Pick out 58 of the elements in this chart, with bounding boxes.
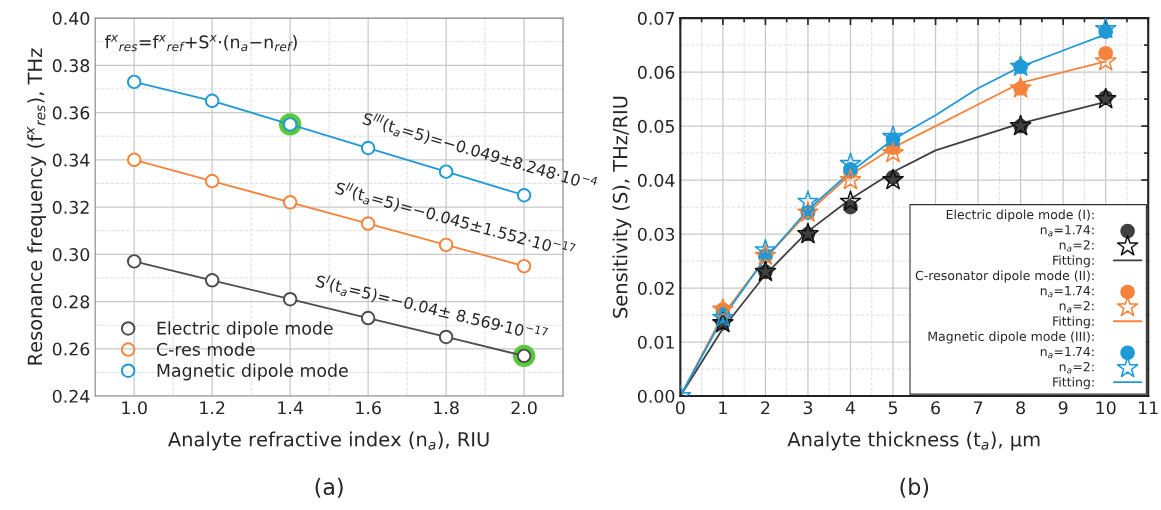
- text: (a): [315, 477, 343, 498]
- text: f$^{x}$$_{res}$=f$^{x}$$_{ref}$+S$^{x}$·(n$_{a}$−n$_{ref}$): [104, 34, 297, 52]
- y-axis-title: Resonance frequency (f$^{x}$$_{res}$), THz: [27, 48, 47, 365]
- x-tick-label: 6: [931, 401, 940, 415]
- x-tick-label: 1.0: [122, 401, 147, 415]
- x-tick-label: 7: [973, 401, 983, 415]
- x-tick-label: 8: [1016, 401, 1025, 415]
- x-tick-label: 1.2: [200, 401, 225, 415]
- x-tick-label: 2.0: [511, 401, 537, 415]
- legend-label: Fitting:: [1053, 255, 1094, 268]
- x-axis-title: Analyte refractive index (n$_{a}$), RIU: [168, 431, 489, 451]
- legend-label: Electric dipole mode: [157, 321, 333, 339]
- y-tick-label: 0.02: [637, 281, 674, 295]
- y-tick-label: 0.26: [52, 342, 90, 356]
- x-tick-label: 5: [888, 401, 898, 415]
- y-tick-label: 0.01: [637, 335, 674, 349]
- x-tick-label: 11: [1139, 401, 1158, 415]
- legend-label: Fitting:: [1053, 316, 1094, 329]
- y-tick-label: 0.36: [52, 106, 90, 120]
- y-tick-label: 0.06: [637, 65, 675, 79]
- annotation: Electric dipole mode (I):: [946, 209, 1094, 222]
- y-tick-label: 0.00: [637, 389, 675, 403]
- x-tick-label: 1: [719, 401, 727, 415]
- y-tick-label: 0.28: [52, 295, 90, 309]
- x-tick-label: 1.8: [434, 401, 459, 415]
- y-axis-title: Sensitivity (S), THz/RIU: [612, 96, 632, 318]
- y-tick-label: 0.30: [52, 248, 90, 262]
- legend-label: C-res mode: [156, 342, 255, 356]
- y-tick-label: 0.03: [637, 227, 675, 241]
- x-tick-label: 2: [761, 401, 770, 415]
- x-axis-title: Analyte thickness (t$_{a}$), μm: [787, 431, 1040, 451]
- y-tick-label: 0.32: [52, 200, 89, 214]
- y-tick-label: 0.40: [52, 11, 90, 25]
- x-tick-label: 4: [845, 401, 856, 415]
- legend-label: n$_{a}$=2:: [1059, 301, 1094, 313]
- x-tick-label: 9: [1058, 401, 1068, 415]
- annotation: C-resonator dipole mode (II):: [915, 270, 1094, 283]
- legend-label: n$_{a}$=1.74:: [1040, 346, 1094, 359]
- annotation: S$^{III}$(t$_{a}$=5)=−0.049±8.248·10$^{−4}$: [362, 112, 599, 187]
- x-tick-label: 3: [803, 401, 813, 415]
- y-tick-label: 0.05: [637, 119, 674, 133]
- y-tick-label: 0.24: [52, 389, 90, 403]
- x-tick-label: 1.6: [356, 401, 381, 415]
- legend-label: n$_{a}$=1.74:: [1040, 225, 1094, 237]
- legend-label: n$_{a}$=1.74:: [1040, 286, 1094, 298]
- legend-label: Fitting:: [1053, 377, 1094, 390]
- y-tick-label: 0.38: [52, 59, 90, 73]
- text: (b): [900, 477, 929, 498]
- x-tick-label: 1.4: [278, 401, 303, 415]
- x-tick-label: 10: [1096, 401, 1116, 415]
- y-tick-label: 0.04: [637, 173, 675, 187]
- legend-label: n$_{a}$=2:: [1059, 361, 1094, 374]
- y-tick-label: 0.34: [52, 153, 90, 167]
- y-tick-label: 0.07: [637, 11, 674, 25]
- legend-label: n$_{a}$=2:: [1059, 240, 1094, 252]
- annotation: Magnetic dipole mode (III):: [928, 331, 1094, 344]
- x-tick-label: 0: [675, 401, 685, 415]
- legend-label: Magnetic dipole mode: [157, 363, 348, 381]
